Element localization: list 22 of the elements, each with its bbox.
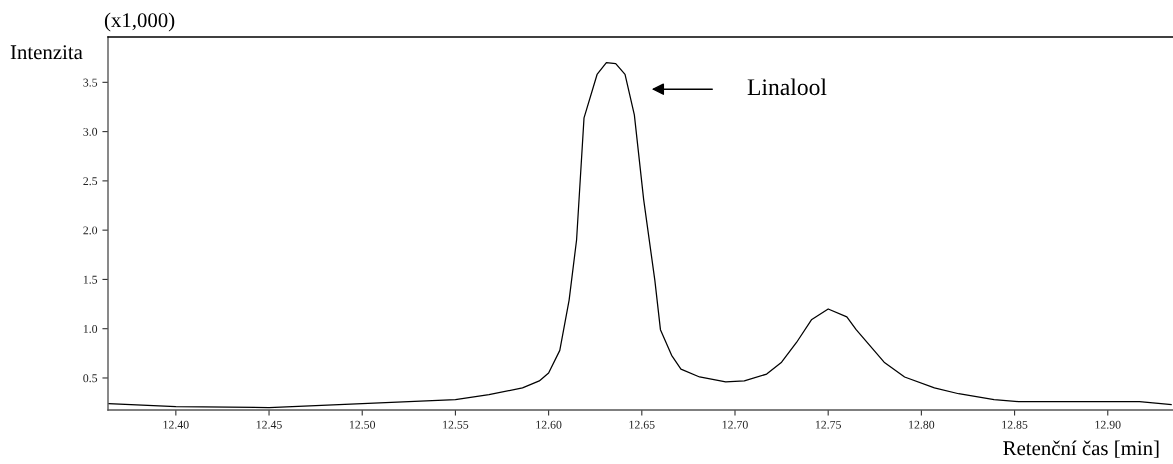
x-tick-label: 12.80	[909, 420, 935, 429]
x-tick-label: 12.45	[256, 420, 282, 429]
x-axis-title: Retenční čas [min]	[1003, 440, 1159, 458]
y-axis-title: Intenzita	[10, 45, 83, 60]
y-tick-label: 3.0	[83, 127, 98, 136]
x-tick-label: 12.50	[349, 420, 376, 429]
text: (x1,000)	[104, 12, 175, 32]
annotation: Linalool	[747, 78, 827, 96]
x-tick-label: 12.90	[1095, 420, 1121, 429]
y-tick-label: 2.5	[83, 177, 98, 186]
y-tick-label: 0.5	[83, 374, 98, 383]
x-tick-label: 12.60	[536, 420, 562, 429]
y-tick-label: 3.5	[83, 78, 98, 87]
y-tick-label: 1.0	[83, 324, 98, 333]
y-tick-label: 1.5	[83, 275, 98, 284]
x-tick-label: 12.65	[629, 420, 655, 429]
x-tick-label: 12.40	[163, 420, 189, 429]
x-tick-label: 12.70	[722, 420, 748, 429]
x-tick-label: 12.85	[1002, 420, 1028, 429]
x-tick-label: 12.75	[815, 420, 842, 429]
x-tick-label: 12.55	[443, 420, 469, 429]
y-tick-label: 2.0	[83, 226, 98, 235]
